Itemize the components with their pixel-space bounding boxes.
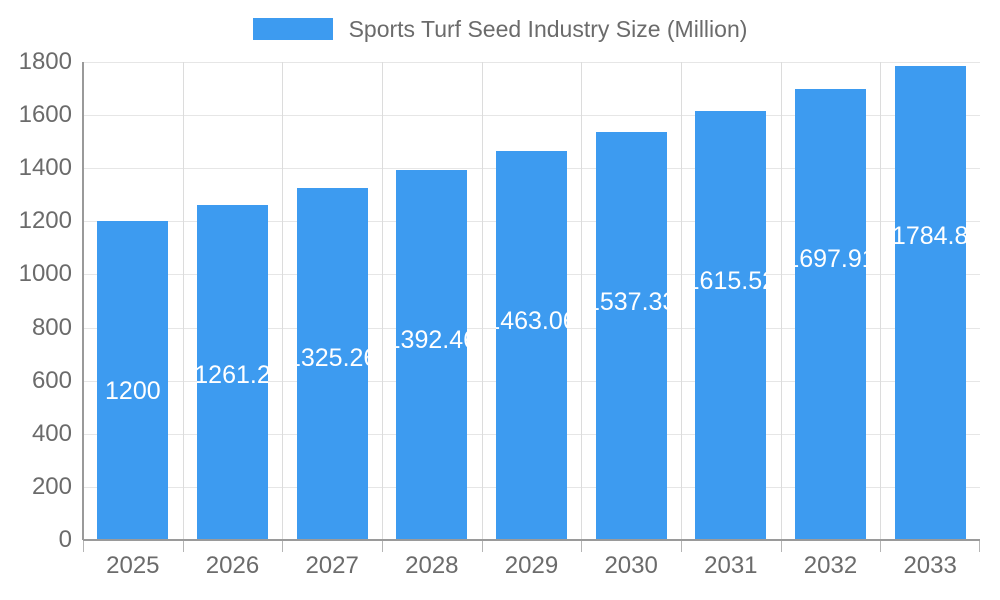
gridline-vertical xyxy=(681,62,682,540)
legend-swatch-icon xyxy=(252,18,333,40)
y-axis-tick-label: 400 xyxy=(31,419,72,447)
bar[interactable]: 1261.2 xyxy=(197,205,268,540)
gridline-vertical xyxy=(781,62,782,540)
x-axis-labels: 2025 2026 2027 2028 2029 2030 2031 2032 2033 xyxy=(83,552,980,592)
bar[interactable]: 1392.46 xyxy=(396,170,468,540)
x-axis-tick-mark xyxy=(282,540,283,552)
bar-value-label: 1784.8 xyxy=(894,222,966,251)
x-axis-tick-mark xyxy=(382,540,383,552)
gridline-vertical xyxy=(482,62,483,540)
chart-legend: Sports Turf Seed Industry Size (Million) xyxy=(0,12,1000,46)
gridline-vertical xyxy=(183,62,184,540)
bar[interactable]: 1784.8 xyxy=(894,66,966,540)
x-axis-tick-label: 2031 xyxy=(704,552,758,579)
y-axis-tick-label: 200 xyxy=(31,472,72,500)
y-axis-tick-label: 800 xyxy=(31,313,72,341)
x-axis-tick-mark xyxy=(681,540,682,552)
bar-value-label: 1261.2 xyxy=(197,361,268,390)
legend-label: Sports Turf Seed Industry Size (Million) xyxy=(348,15,748,42)
y-axis-line xyxy=(82,62,84,540)
gridline-horizontal xyxy=(83,540,980,541)
bar[interactable]: 1200 xyxy=(97,221,169,540)
x-axis-tick-label: 2032 xyxy=(803,552,858,579)
gridline-vertical xyxy=(282,62,283,540)
y-axis-tick-label: 600 xyxy=(31,366,72,394)
bar-value-label: 1537.33 xyxy=(596,287,667,316)
x-axis-tick-mark xyxy=(880,540,881,552)
bar-value-label: 1463.06 xyxy=(496,307,567,336)
bar[interactable]: 1615.52 xyxy=(695,110,767,540)
bar-value-label: 1325.26 xyxy=(297,344,368,373)
bar-value-label: 1392.46 xyxy=(396,326,467,355)
bar[interactable]: 1537.33 xyxy=(595,131,667,540)
x-axis-tick-label: 2027 xyxy=(305,552,359,579)
x-axis-tick-label: 2026 xyxy=(205,552,260,579)
x-axis-tick-label: 2028 xyxy=(405,552,459,579)
x-axis-tick-mark xyxy=(979,540,980,552)
gridline-vertical xyxy=(581,62,582,540)
gridline-horizontal xyxy=(83,62,980,63)
y-axis-tick-label: 1200 xyxy=(18,207,72,235)
bar[interactable]: 1697.91 xyxy=(795,89,866,540)
bar[interactable]: 1325.26 xyxy=(296,188,368,540)
x-axis-tick-label: 2025 xyxy=(106,552,160,579)
y-axis-tick-label: 1800 xyxy=(18,48,72,75)
bar[interactable]: 1463.06 xyxy=(496,151,567,540)
plot-area: 1200 1261.2 1325.26 1392.46 1463.06 1537.33 16… xyxy=(83,62,980,552)
y-axis-tick-label: 0 xyxy=(58,526,72,553)
y-axis-labels: 0 200 400 600 800 1000 1200 1400 1600 1800 xyxy=(0,48,72,553)
x-axis-tick-mark xyxy=(581,540,582,552)
x-axis-tick-mark xyxy=(83,540,84,552)
gridline-vertical xyxy=(880,62,881,540)
bar-value-label: 1615.52 xyxy=(695,266,766,295)
x-axis-tick-label: 2030 xyxy=(604,552,658,579)
x-axis-tick-label: 2033 xyxy=(903,552,957,579)
x-axis-tick-mark xyxy=(482,540,483,552)
x-axis-tick-label: 2029 xyxy=(504,552,559,579)
x-axis-line xyxy=(83,539,980,541)
x-axis-tick-mark xyxy=(183,540,184,552)
x-axis-tick-mark xyxy=(781,540,782,552)
y-axis-tick-label: 1600 xyxy=(18,101,72,129)
y-axis-tick-label: 1000 xyxy=(18,260,72,288)
bar-value-label: 1200 xyxy=(105,377,161,406)
bar-value-label: 1697.91 xyxy=(795,245,866,274)
gridline-horizontal xyxy=(83,115,980,117)
y-axis-tick-label: 1400 xyxy=(18,154,72,182)
gridline-vertical xyxy=(382,62,383,540)
